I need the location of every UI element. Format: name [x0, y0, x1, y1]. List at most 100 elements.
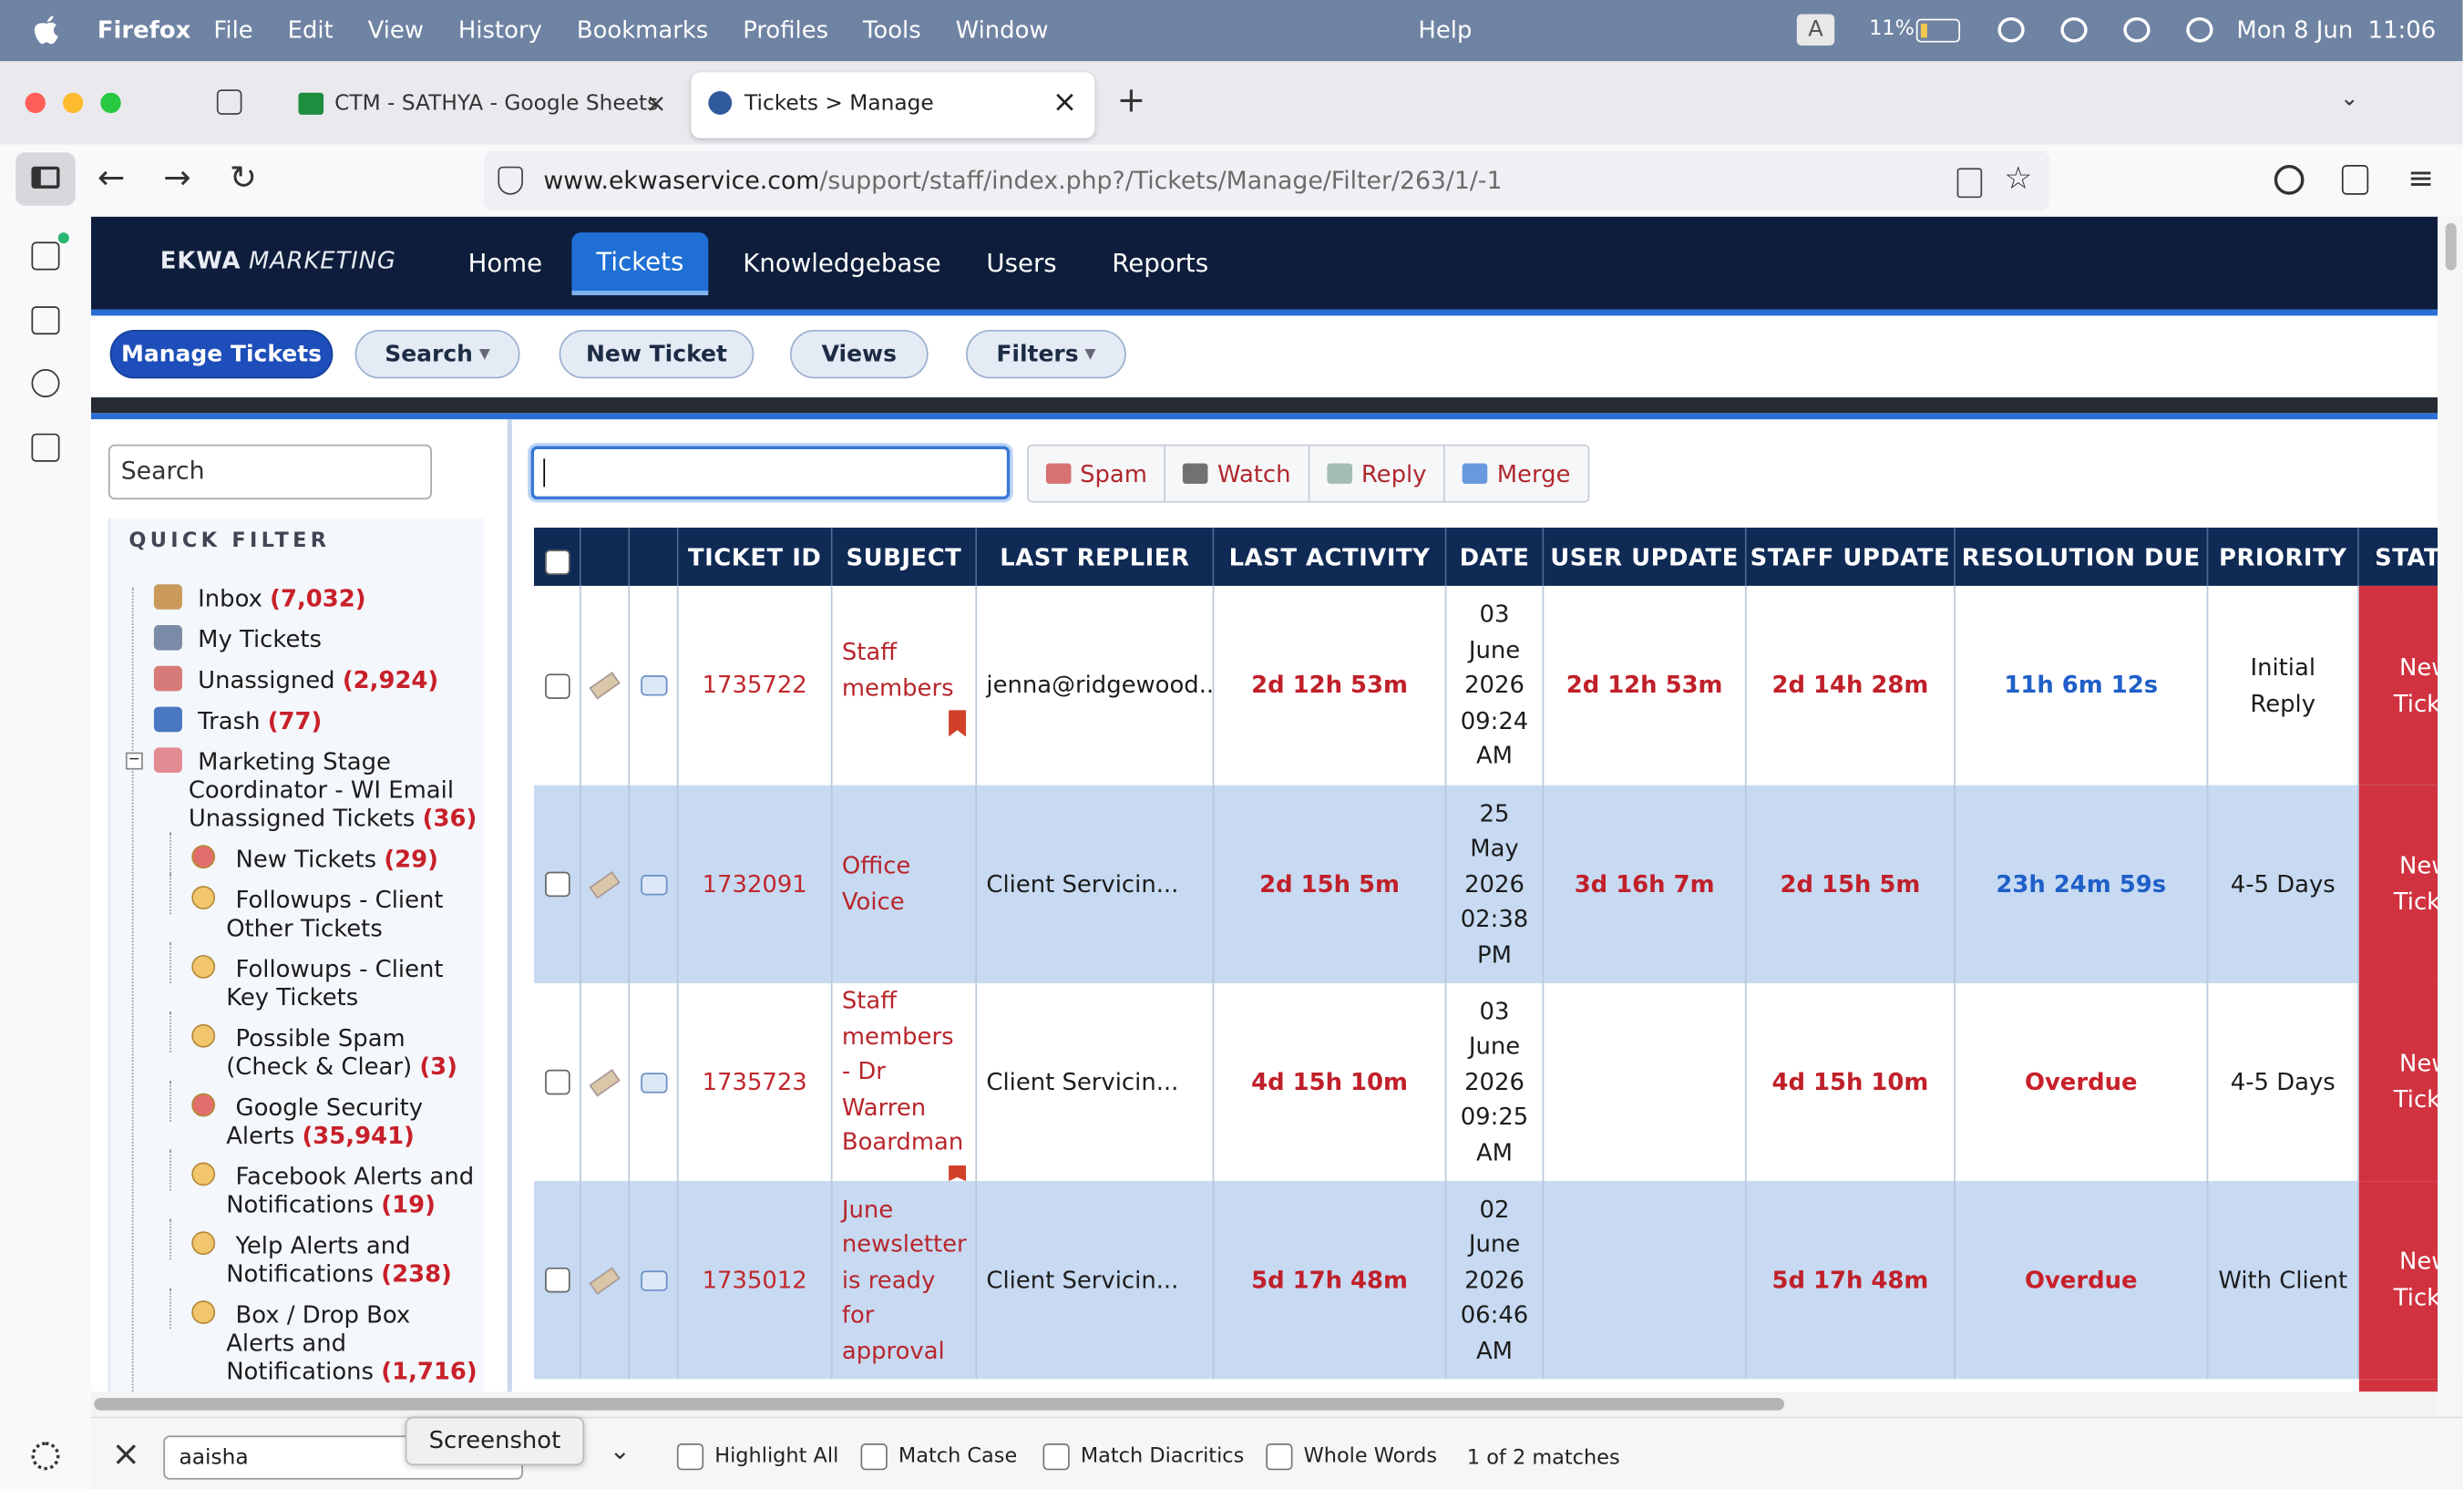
nav-item[interactable]: Home [467, 248, 543, 279]
back-button[interactable]: ← [97, 159, 126, 197]
filter-item[interactable]: − Marketing Stage Coordinator - WI Email … [125, 747, 484, 833]
toolbar-button[interactable]: Merge [1445, 447, 1588, 501]
id-cell[interactable]: 1735722 [679, 585, 833, 786]
tab-close[interactable]: × [1052, 85, 1078, 119]
chat-icon[interactable] [640, 874, 667, 895]
subject-cell[interactable]: Staff members [833, 585, 978, 786]
column-header[interactable]: SUBJECT [832, 528, 978, 586]
subnav-button[interactable]: Search ▼ [354, 329, 520, 379]
checkbox[interactable] [544, 1267, 570, 1293]
filter-subitem[interactable]: New Tickets (29) [126, 832, 477, 874]
menu-item[interactable]: Bookmarks [576, 15, 709, 45]
menu-item[interactable]: Help [1418, 15, 1473, 45]
pencil-icon[interactable] [589, 1266, 621, 1294]
subnav-button[interactable]: Manage Tickets [109, 329, 334, 379]
column-header[interactable]: STAFF UPDATE [1746, 528, 1956, 586]
forward-button[interactable]: → [163, 159, 191, 197]
menu-item[interactable]: History [457, 15, 542, 45]
filter-subitem[interactable]: Google Security Alerts (35,941) [126, 1080, 477, 1150]
ticket-search-input[interactable] [530, 446, 1011, 500]
extensions[interactable] [2341, 164, 2369, 195]
account[interactable] [2274, 164, 2305, 195]
menu-item[interactable]: Tools [863, 15, 921, 45]
column-header[interactable]: RESOLUTION DUE [1955, 528, 2209, 586]
filter-item[interactable]: Trash (77) [126, 706, 484, 735]
find-option[interactable]: Match Case [860, 1443, 1017, 1471]
checkbox[interactable] [860, 1443, 888, 1471]
subnav-button[interactable]: New Ticket [559, 329, 755, 379]
tab-list[interactable]: ⌄ [2340, 86, 2359, 112]
synced-tabs-icon[interactable] [31, 306, 60, 335]
url-bar[interactable] [483, 150, 2050, 211]
checkbox[interactable] [544, 673, 570, 699]
column-header[interactable]: LAST ACTIVITY [1214, 528, 1447, 586]
menu-item[interactable]: Profiles [743, 15, 829, 45]
toolbar-button[interactable]: Watch [1165, 446, 1310, 501]
toolbar-button[interactable]: Reply [1309, 446, 1445, 501]
column-header[interactable]: PRIORITY [2208, 528, 2359, 586]
subnav-button[interactable]: Filters ▼ [966, 329, 1126, 379]
filter-item[interactable]: Inbox (7,032) [126, 584, 484, 612]
menu-item[interactable]: File [213, 15, 253, 45]
id-cell[interactable]: 1735012 [679, 1181, 833, 1380]
pencil-icon[interactable] [589, 1068, 621, 1096]
chat-icon[interactable] [640, 1269, 667, 1290]
tab-close[interactable]: × [645, 87, 667, 118]
checkbox[interactable] [1042, 1443, 1070, 1471]
column-header[interactable]: DATE [1446, 528, 1545, 586]
bookmarks-icon[interactable] [31, 433, 60, 462]
reader-view[interactable] [1956, 168, 1983, 199]
nav-item[interactable]: Users [986, 248, 1057, 279]
chat-icon[interactable] [640, 675, 667, 696]
filter-subitem[interactable]: Possible Spam (Check & Clear) (3) [126, 1011, 477, 1081]
h-scroll-thumb[interactable] [94, 1398, 1785, 1411]
find-option[interactable]: Match Diacritics [1042, 1443, 1244, 1471]
window-button[interactable] [100, 92, 121, 114]
nav-item[interactable]: Knowledgebase [743, 248, 941, 279]
find-option[interactable]: Highlight All [676, 1443, 838, 1471]
tab-overview[interactable] [216, 89, 242, 115]
menu-item[interactable]: View [367, 15, 424, 45]
pencil-icon[interactable] [589, 870, 621, 899]
find-next[interactable]: ⌄ [609, 1435, 631, 1466]
checkbox[interactable] [1266, 1443, 1293, 1471]
reload-button[interactable]: ↻ [229, 159, 257, 197]
find-close[interactable]: × [111, 1435, 141, 1475]
nav-item[interactable]: Reports [1112, 248, 1209, 279]
id-cell[interactable]: 1735723 [679, 982, 833, 1182]
subject-cell[interactable]: Staff members - Dr Warren Boardman [833, 982, 978, 1182]
bookmark-star[interactable]: ☆ [2004, 159, 2033, 197]
filter-subitem[interactable]: Facebook Alerts and Notifications (19) [126, 1149, 477, 1219]
sidebar-toggle[interactable] [15, 152, 76, 206]
subnav-button[interactable]: Views [789, 329, 929, 379]
pencil-icon[interactable] [589, 672, 621, 700]
filter-item[interactable]: My Tickets [126, 624, 484, 653]
ai-chatbot-icon[interactable] [31, 241, 60, 271]
toolbar-button[interactable]: Spam [1029, 446, 1165, 501]
id-cell[interactable]: 1732091 [679, 785, 833, 983]
window-button[interactable] [62, 92, 84, 114]
tab-title[interactable]: Tickets > Manage [744, 90, 934, 117]
active-tab[interactable] [691, 72, 1095, 139]
column-header[interactable]: USER UPDATE [1544, 528, 1747, 586]
filter-subitem[interactable]: Followups - Client Other Tickets [126, 873, 477, 942]
checkbox[interactable] [544, 871, 570, 898]
filter-subitem[interactable]: Followups - Client Key Tickets [126, 942, 477, 1011]
column-header[interactable]: TICKET ID [678, 528, 833, 586]
v-scroll-thumb[interactable] [2445, 222, 2457, 271]
checkbox[interactable] [544, 1069, 570, 1095]
filter-subitem[interactable]: Yelp Alerts and Notifications (238) [126, 1218, 477, 1288]
window-button[interactable] [25, 92, 46, 114]
tab-title[interactable]: CTM - SATHYA - Google Sheets [334, 90, 659, 117]
filter-item[interactable]: Unassigned (2,924) [126, 665, 484, 694]
sidebar-search[interactable]: Search [108, 444, 432, 500]
find-option[interactable]: Whole Words [1266, 1443, 1437, 1471]
history-icon[interactable] [31, 369, 60, 398]
menu-item[interactable]: Window [955, 15, 1049, 45]
app-menu[interactable]: ≡ [2408, 159, 2435, 197]
column-header[interactable]: LAST REPLIER [977, 528, 1215, 586]
checkbox[interactable] [676, 1443, 704, 1471]
filter-subitem[interactable]: Box / Drop Box Alerts and Notifications … [126, 1288, 477, 1385]
subject-cell[interactable]: June newsletter is ready for approval [833, 1181, 978, 1380]
subject-cell[interactable]: Office Voice [833, 785, 978, 983]
